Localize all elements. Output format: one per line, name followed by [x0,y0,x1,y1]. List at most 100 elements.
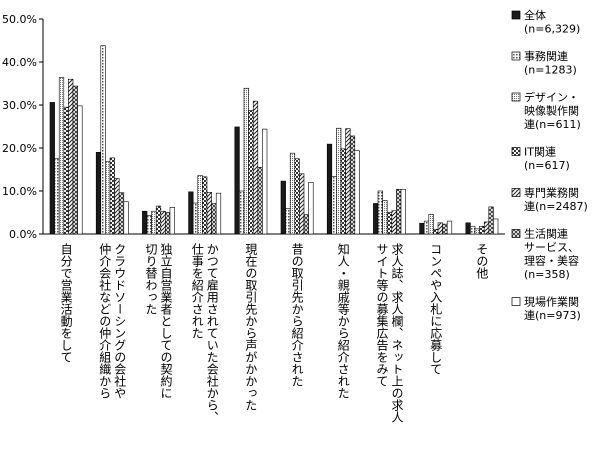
legend-label: (n=1283) [524,64,577,77]
bar [239,190,245,235]
bar [331,176,337,235]
y-tick-label: 10.0% [2,185,37,198]
legend-swatch [511,92,521,102]
series-5 [72,85,494,235]
bar [428,213,434,235]
bar [396,188,402,235]
bar [470,225,476,235]
legend-label: 理容・美容 [524,254,579,268]
y-tick-label: 40.0% [2,56,37,69]
legend-label: (n=6,329) [524,23,580,36]
series-2 [58,77,480,235]
bar [197,175,203,235]
legend-swatch [511,297,521,306]
series-3 [63,106,485,235]
bar [465,222,471,235]
category-label: かつて雇用されていた会社から、 [205,243,219,423]
bar [262,128,268,235]
y-tick-label: 0.0% [9,228,37,241]
bar [336,127,342,235]
legend-label: 専門業務関 [524,186,579,200]
bar [206,191,212,235]
series-6 [77,105,499,235]
bar [169,207,175,235]
bar [192,202,199,235]
bar [303,214,309,235]
category-label: 仲介会社などの仲介組織から [98,243,112,399]
legend-swatch [511,147,521,156]
bar [257,167,263,235]
series-4 [68,78,490,235]
bar [354,150,360,235]
bar [252,100,259,235]
legend-label: (n=617) [524,159,570,172]
bar [308,182,314,235]
bar [391,210,397,235]
bar [340,148,346,235]
bar [54,158,60,235]
bar [77,105,83,235]
bar [243,87,249,235]
bar [419,222,425,235]
bar [280,180,286,235]
category-label: 昔の取引先から紹介された [290,243,304,387]
bar [151,210,157,235]
bar [100,45,106,235]
bar [299,173,305,235]
y-tick-label: 50.0% [2,13,37,26]
legend-label: 連(n=973) [524,308,581,322]
bar [234,126,240,235]
category-label: 求人誌、求人欄、ネット上の求人 [390,243,404,423]
bar [49,102,55,235]
category-label: クラウドソーシングの会社や [113,243,127,399]
bar [400,188,406,235]
bar [160,210,166,235]
legend-label: 全体 [524,8,546,22]
legend-swatch [511,229,521,238]
category-label: 切り替わった [144,243,158,315]
bar [386,212,393,235]
bar [349,135,356,235]
bar [479,225,485,235]
bar [474,228,480,235]
category-label: コンペや入札に応募して [429,243,443,375]
bar [123,201,129,235]
bar [326,143,333,235]
bar [248,110,254,235]
legend-label: 事務関連 [524,49,568,63]
bar [165,212,171,235]
bar [373,203,379,235]
legend-swatch [511,188,521,197]
category-label: サイト等の募集広告をみて [375,243,389,387]
bar [488,206,494,235]
category-label: 独立自営業者としての契約に [159,243,173,399]
bar [105,161,111,235]
bar [345,128,351,235]
legend-label: IT関連 [524,145,556,159]
bar [109,157,115,235]
bar [493,218,499,235]
bar [215,192,222,235]
legend-label: 生活関連 [524,227,568,241]
bar [423,220,430,235]
y-tick-label: 20.0% [2,142,37,155]
legend-label: 映像製作関 [524,104,579,118]
bar [68,78,74,235]
legend: 全体(n=6,329) 事務関連(n=1283) デザイン・映像製作関連(n=611… [511,8,588,322]
bar [289,152,296,235]
y-axis: 0.0% 10.0% 20.0% 30.0% 40.0% 50.0% [2,13,505,241]
legend-label: サービス、 [524,241,579,254]
category-label: その他 [475,243,489,279]
bars [49,45,499,235]
bar [72,85,78,235]
bar [446,220,453,235]
bar [188,191,194,235]
category-label: 自分で営業活動をして [59,243,73,363]
bar [211,203,217,235]
category-label: 知人・親戚等から紹介された [336,243,350,399]
bar [146,215,152,235]
bar [95,152,102,235]
bar [58,77,65,235]
bar [377,190,383,235]
